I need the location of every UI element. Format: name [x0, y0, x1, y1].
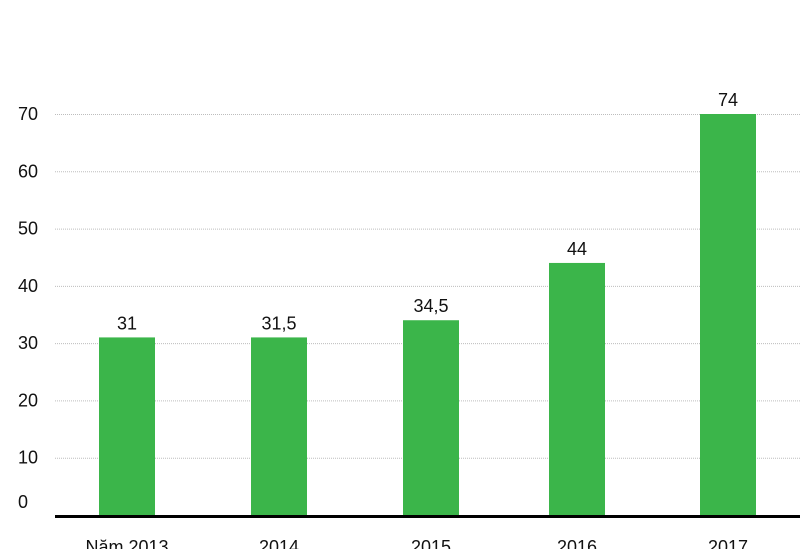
bars	[99, 114, 756, 515]
x-tick-label: 2014	[259, 537, 299, 549]
data-label: 44	[567, 239, 587, 259]
y-tick-label: 50	[18, 219, 38, 239]
y-tick-label: 30	[18, 333, 38, 353]
data-label: 74	[718, 90, 738, 110]
y-axis-tick-labels: 0 10 20 30 40 50 60 70	[18, 104, 38, 512]
data-label: 31,5	[261, 313, 296, 333]
x-axis-tick-labels: Năm 2013 2014 2015 2016 2017	[85, 537, 748, 554]
bar	[700, 114, 756, 515]
y-tick-label: 20	[18, 390, 38, 410]
x-tick-label: Năm 2013	[85, 537, 168, 549]
x-tick-label: 2016	[557, 537, 597, 549]
y-tick-label: 40	[18, 276, 38, 296]
bar	[549, 262, 605, 515]
data-label: 31	[117, 313, 137, 333]
x-tick-label: 2015	[411, 537, 451, 549]
y-tick-label: 60	[18, 161, 38, 181]
bar	[403, 320, 459, 515]
y-tick-label: 10	[18, 448, 38, 468]
data-label: 34,5	[413, 296, 448, 316]
bar	[251, 337, 307, 515]
y-tick-label: 70	[18, 104, 38, 124]
data-labels: 31 31,5 34,5 44 74	[117, 90, 738, 333]
bar	[99, 337, 155, 515]
y-tick-label: 0	[18, 492, 28, 512]
x-tick-label: 2017	[708, 537, 748, 549]
